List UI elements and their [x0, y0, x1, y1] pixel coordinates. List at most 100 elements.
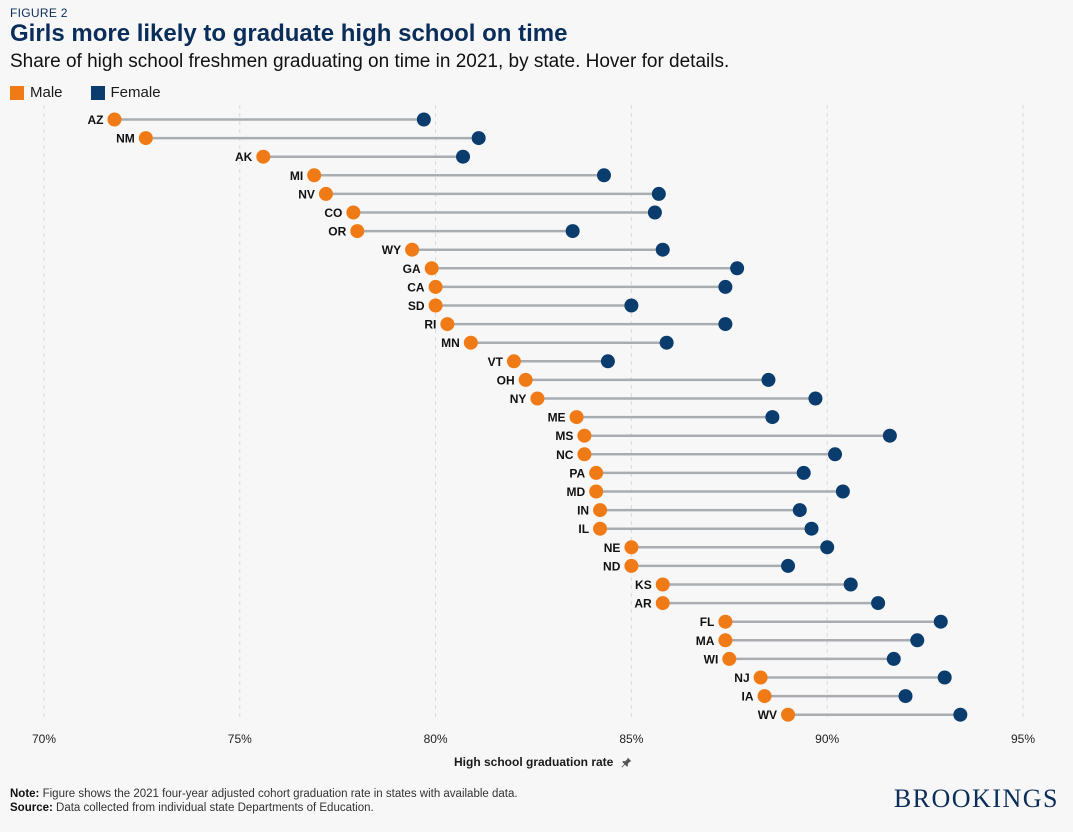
male-point[interactable]: [655, 596, 670, 611]
female-point[interactable]: [933, 614, 948, 629]
male-point[interactable]: [428, 279, 443, 294]
legend-label-female: Female: [110, 84, 161, 101]
legend-item-female[interactable]: Female: [90, 84, 161, 101]
female-point[interactable]: [882, 428, 897, 443]
state-label: OR: [328, 225, 346, 239]
female-point[interactable]: [835, 484, 850, 499]
x-tick-label: 85%: [619, 732, 643, 746]
female-point[interactable]: [820, 540, 835, 555]
male-point[interactable]: [569, 410, 584, 425]
state-label: KS: [635, 578, 652, 592]
state-label: PA: [569, 466, 585, 480]
male-point[interactable]: [307, 168, 322, 183]
female-point[interactable]: [792, 503, 807, 518]
pushpin-icon[interactable]: [621, 757, 632, 768]
male-point[interactable]: [405, 242, 420, 257]
female-point[interactable]: [828, 447, 843, 462]
female-point[interactable]: [898, 689, 913, 704]
male-point[interactable]: [428, 298, 443, 313]
x-tick-label: 90%: [815, 732, 839, 746]
state-label: NJ: [734, 671, 749, 685]
state-label: MN: [441, 336, 460, 350]
male-point[interactable]: [424, 261, 439, 276]
state-label: SD: [408, 299, 425, 313]
female-point[interactable]: [471, 131, 486, 146]
female-point[interactable]: [718, 317, 733, 332]
female-point[interactable]: [953, 707, 968, 722]
state-label: MD: [566, 485, 585, 499]
state-label: NV: [298, 187, 315, 201]
male-point[interactable]: [318, 186, 333, 201]
state-label: IL: [578, 522, 589, 536]
figure-label: FIGURE 2: [10, 6, 68, 20]
male-point[interactable]: [506, 354, 521, 369]
state-label: NM: [116, 132, 135, 146]
female-point[interactable]: [910, 633, 925, 648]
female-point[interactable]: [781, 558, 796, 573]
male-point[interactable]: [577, 447, 592, 462]
female-point[interactable]: [886, 651, 901, 666]
source-text: Data collected from individual state Dep…: [56, 802, 374, 814]
female-point[interactable]: [659, 335, 674, 350]
female-point[interactable]: [761, 372, 776, 387]
male-point[interactable]: [518, 372, 533, 387]
female-point[interactable]: [416, 112, 431, 127]
state-label: MA: [696, 634, 715, 648]
male-point[interactable]: [463, 335, 478, 350]
female-point[interactable]: [565, 224, 580, 239]
female-point[interactable]: [596, 168, 611, 183]
brookings-logo: BROOKINGS: [893, 784, 1059, 813]
state-label: CO: [324, 206, 342, 220]
female-point[interactable]: [937, 670, 952, 685]
male-point[interactable]: [718, 633, 733, 648]
female-point[interactable]: [624, 298, 639, 313]
female-point[interactable]: [871, 596, 886, 611]
female-point[interactable]: [456, 149, 471, 164]
state-label: WY: [382, 243, 401, 257]
male-point[interactable]: [655, 577, 670, 592]
state-label: AZ: [87, 113, 103, 127]
female-point[interactable]: [765, 410, 780, 425]
legend-item-male[interactable]: Male: [10, 84, 63, 101]
x-tick-label: 75%: [228, 732, 252, 746]
male-point[interactable]: [781, 707, 796, 722]
male-point[interactable]: [107, 112, 122, 127]
female-point[interactable]: [796, 465, 811, 480]
male-point[interactable]: [589, 465, 604, 480]
x-tick-label: 80%: [424, 732, 448, 746]
state-label: MI: [290, 169, 303, 183]
male-point[interactable]: [577, 428, 592, 443]
male-point[interactable]: [440, 317, 455, 332]
male-point[interactable]: [624, 558, 639, 573]
state-label: AR: [634, 597, 652, 611]
female-point[interactable]: [730, 261, 745, 276]
x-axis-title: High school graduation rate: [454, 755, 632, 769]
male-point[interactable]: [256, 149, 271, 164]
state-label: GA: [403, 262, 421, 276]
legend: Male Female: [10, 84, 161, 101]
male-point[interactable]: [722, 651, 737, 666]
male-point[interactable]: [718, 614, 733, 629]
female-point[interactable]: [808, 391, 823, 406]
female-point[interactable]: [843, 577, 858, 592]
female-point[interactable]: [804, 521, 819, 536]
male-point[interactable]: [138, 131, 153, 146]
state-label: CA: [407, 280, 425, 294]
female-point[interactable]: [600, 354, 615, 369]
male-point[interactable]: [753, 670, 768, 685]
male-point[interactable]: [624, 540, 639, 555]
female-point[interactable]: [718, 279, 733, 294]
state-label: RI: [424, 318, 436, 332]
male-point[interactable]: [757, 689, 772, 704]
female-point[interactable]: [655, 242, 670, 257]
male-point[interactable]: [593, 503, 608, 518]
female-point[interactable]: [647, 205, 662, 220]
female-point[interactable]: [651, 186, 666, 201]
state-label: AK: [235, 150, 253, 164]
male-point[interactable]: [346, 205, 361, 220]
male-point[interactable]: [589, 484, 604, 499]
male-point[interactable]: [530, 391, 545, 406]
male-point[interactable]: [593, 521, 608, 536]
male-point[interactable]: [350, 224, 365, 239]
